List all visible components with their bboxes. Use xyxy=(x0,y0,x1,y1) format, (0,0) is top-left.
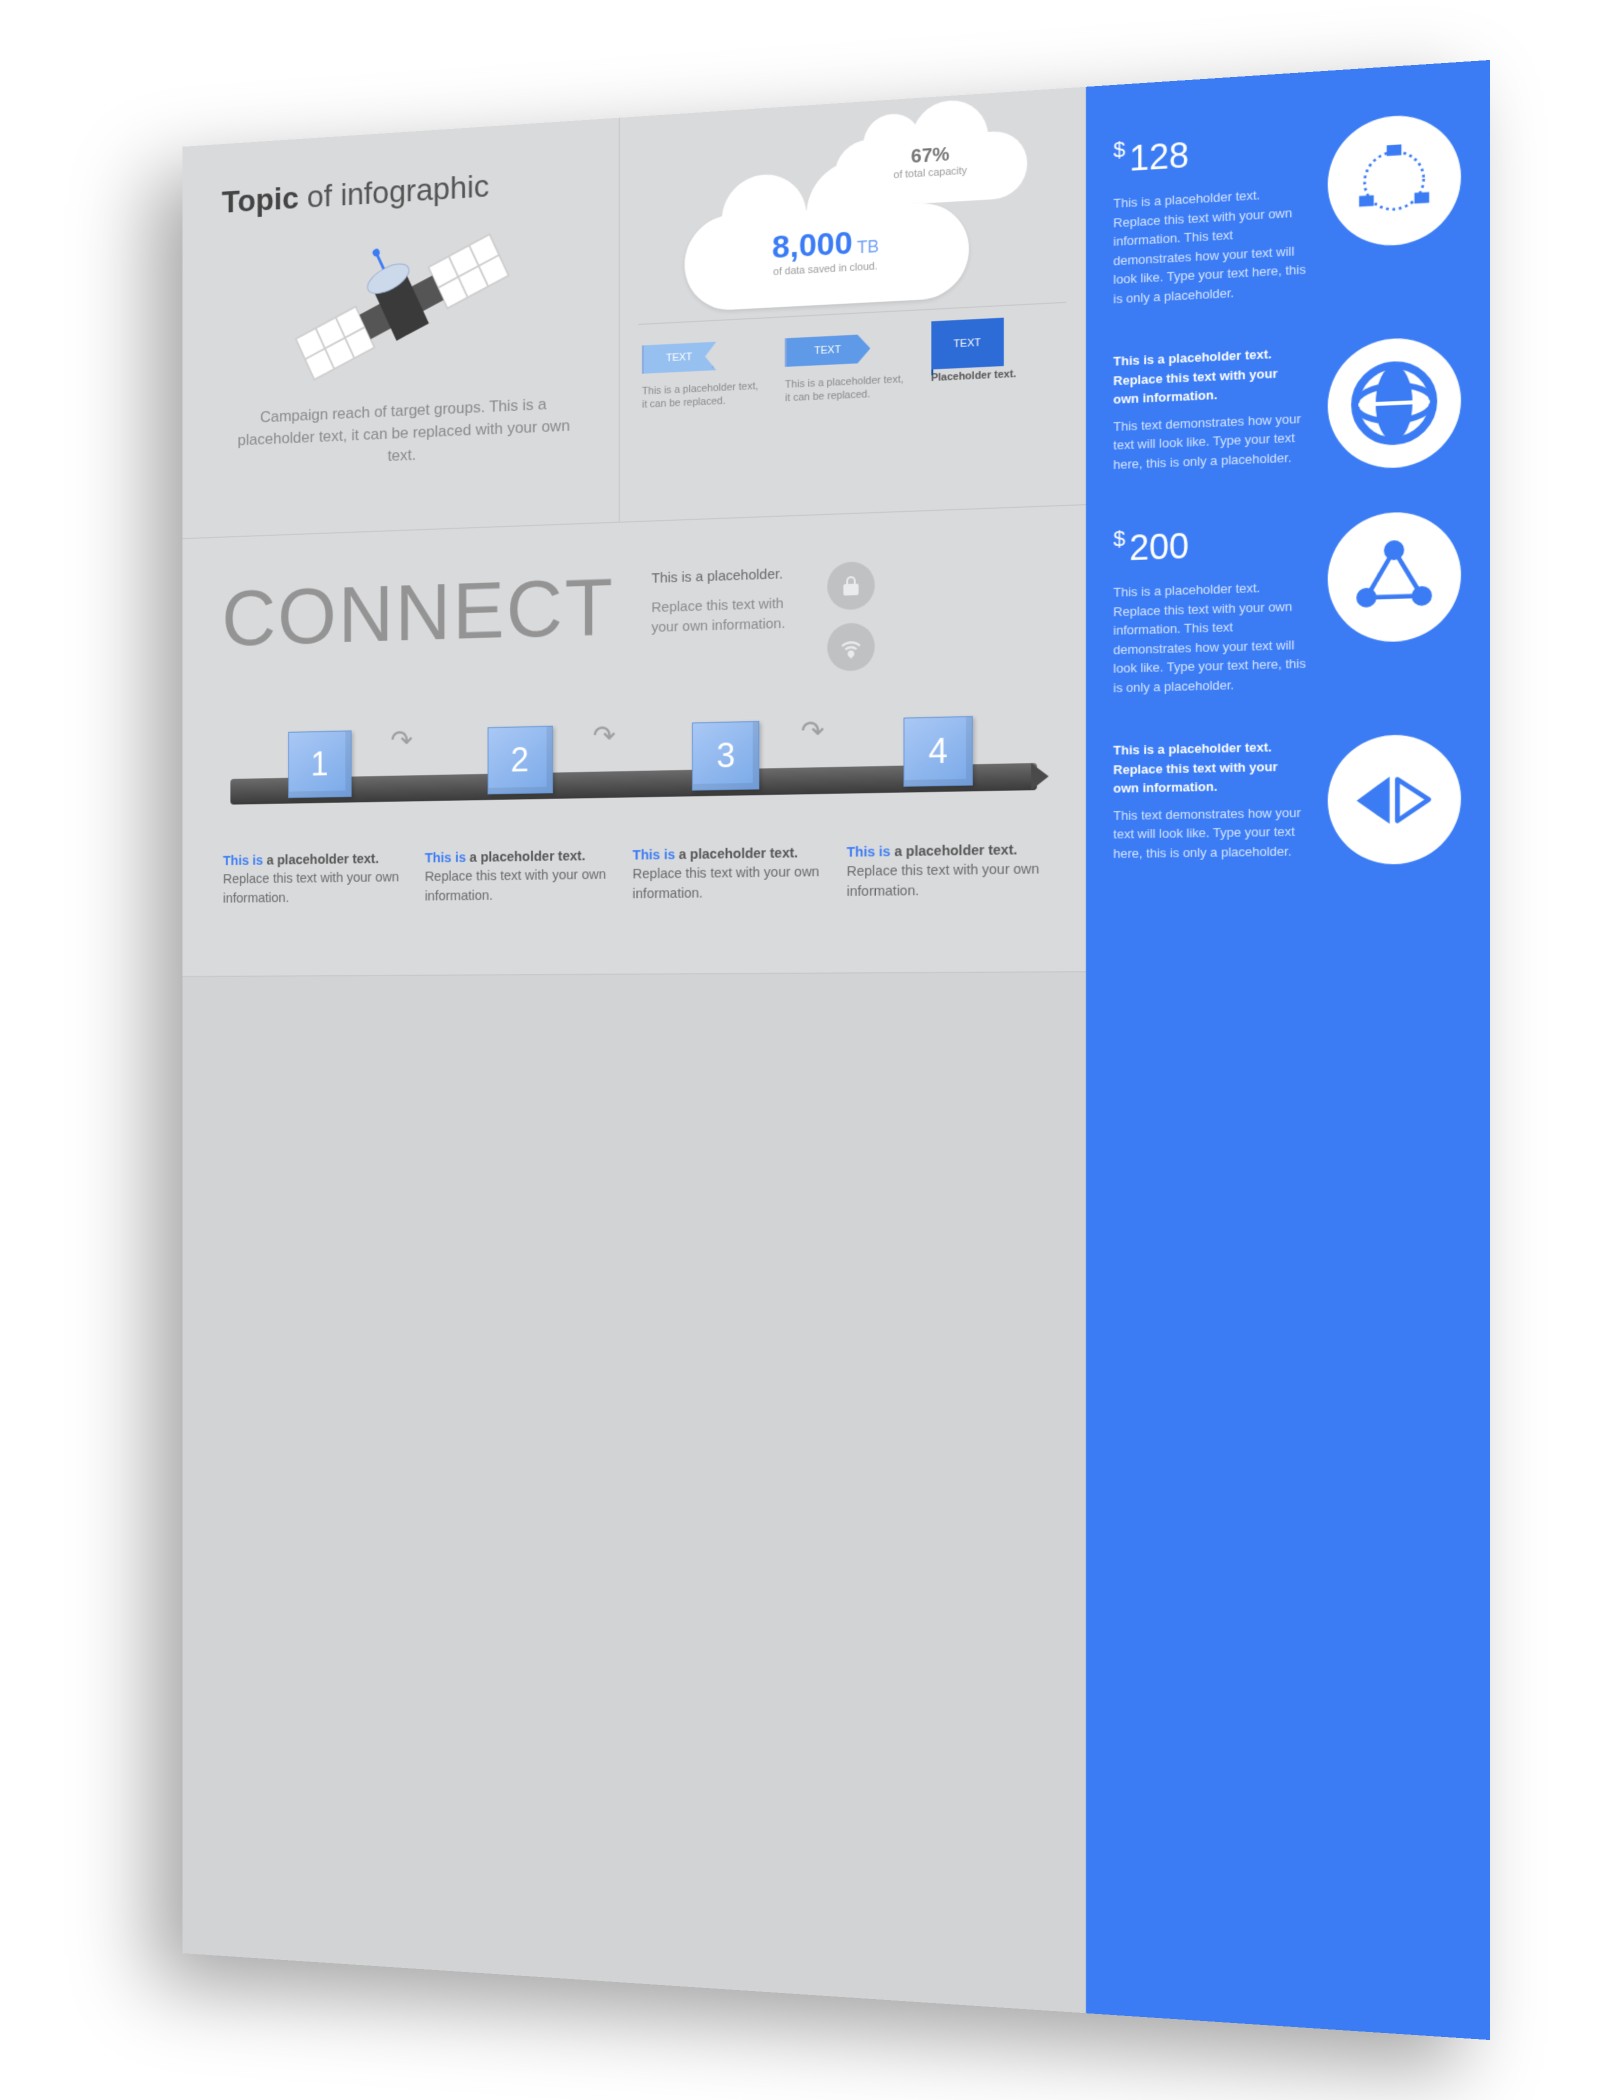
flag-item-3: TEXT Placeholder text. xyxy=(931,324,1062,399)
arrow-icon: ↷ xyxy=(390,724,412,757)
cloud-area: 67% of total capacity 8,000 TB of data s… xyxy=(638,117,1066,324)
flag-arrow-icon: ↝ xyxy=(706,347,734,382)
flag-arrow-icon: ↝ xyxy=(860,339,888,374)
page-canvas: Topic of infographic xyxy=(110,60,1490,2040)
connect-lead: This is a placeholder. xyxy=(651,563,810,588)
process-text-4: This is a placeholder text. Replace this… xyxy=(847,840,1045,901)
page-title: Topic of infographic xyxy=(222,162,587,221)
sidebar: $128 This is a placeholder text. Replace… xyxy=(1086,60,1490,2040)
cloud-big-value: 8,000 xyxy=(772,225,853,266)
flag-item-2: TEXT ↝ This is a placeholder text, it ca… xyxy=(785,332,913,406)
satellite-illustration xyxy=(222,218,587,395)
title-bold: Topic xyxy=(222,180,299,220)
lock-icon xyxy=(827,561,875,610)
triangle-network-icon xyxy=(1328,510,1461,643)
sidebar-head-2: This is a placeholder text. Replace this… xyxy=(1113,343,1307,409)
flag-2-caption: This is a placeholder text, it can be re… xyxy=(785,372,913,405)
cloud-big: 8,000 TB of data saved in cloud. xyxy=(684,201,968,312)
sidebar-body-3: This is a placeholder text. Replace this… xyxy=(1113,577,1307,697)
flag-1-caption: This is a placeholder text, it can be re… xyxy=(642,379,768,412)
sidebar-item-1: $128 This is a placeholder text. Replace… xyxy=(1113,112,1461,308)
cube-1: 1↷ xyxy=(288,730,351,798)
flag-1-label: TEXT xyxy=(666,350,692,365)
top-section: Topic of infographic xyxy=(183,87,1086,539)
flag-3: TEXT xyxy=(931,324,1062,359)
connect-section: CONNECT This is a placeholder. Replace t… xyxy=(183,505,1086,977)
globe-icon xyxy=(1328,335,1461,470)
connect-side-text: This is a placeholder. Replace this text… xyxy=(651,551,875,676)
process-text-3: This is a placeholder text. Replace this… xyxy=(633,844,825,904)
process-track: 1↷ 2↷ 3↷ 4 xyxy=(222,714,1047,834)
connect-icons xyxy=(827,561,875,672)
blank-space xyxy=(183,972,1086,2013)
connect-word: CONNECT xyxy=(222,561,615,665)
arrows-icon xyxy=(1328,734,1461,865)
sidebar-price-1: $128 xyxy=(1113,122,1307,187)
sidebar-body-2: This text demonstrates how your text wil… xyxy=(1113,408,1307,473)
wifi-icon xyxy=(827,622,875,671)
campaign-text: Campaign reach of target groups. This is… xyxy=(222,391,587,473)
cloud-big-unit: TB xyxy=(857,237,879,257)
connect-sub: Replace this text with your own informat… xyxy=(651,593,810,638)
arrow-icon: ↷ xyxy=(801,715,825,749)
left-column: Topic of infographic xyxy=(183,87,1086,2013)
process-text-1: This is a placeholder text. Replace this… xyxy=(223,850,404,908)
top-left-panel: Topic of infographic xyxy=(183,118,620,538)
satellite-icon xyxy=(287,222,519,392)
title-rest: of infographic xyxy=(299,168,489,215)
arrow-icon: ↷ xyxy=(593,720,616,753)
cube-4: 4 xyxy=(903,716,972,787)
sidebar-item-3: $200 This is a placeholder text. Replace… xyxy=(1113,510,1461,697)
network-icon xyxy=(1328,112,1461,249)
cube-3: 3↷ xyxy=(692,721,759,791)
process-texts: This is a placeholder text. Replace this… xyxy=(222,840,1047,908)
top-right-panel: 67% of total capacity 8,000 TB of data s… xyxy=(620,87,1086,522)
flag-3-label: TEXT xyxy=(954,336,981,351)
cube-2: 2↷ xyxy=(487,726,552,795)
sidebar-item-4: This is a placeholder text. Replace this… xyxy=(1113,734,1461,868)
process-text-2: This is a placeholder text. Replace this… xyxy=(425,847,612,906)
connect-header: CONNECT This is a placeholder. Replace t… xyxy=(222,545,1047,687)
infographic-sheet: Topic of infographic xyxy=(183,60,1490,2040)
flag-2: TEXT ↝ xyxy=(785,334,870,367)
flag-item-1: TEXT ↝ This is a placeholder text, it ca… xyxy=(642,339,768,412)
sidebar-head-4: This is a placeholder text. Replace this… xyxy=(1113,737,1307,798)
sidebar-price-3: $200 xyxy=(1113,516,1307,576)
flag-1: TEXT ↝ xyxy=(642,342,716,374)
flag-2-label: TEXT xyxy=(814,343,841,358)
sidebar-item-2: This is a placeholder text. Replace this… xyxy=(1113,335,1461,478)
sidebar-body-1: This is a placeholder text. Replace this… xyxy=(1113,183,1307,308)
sidebar-body-4: This text demonstrates how your text wil… xyxy=(1113,803,1307,863)
